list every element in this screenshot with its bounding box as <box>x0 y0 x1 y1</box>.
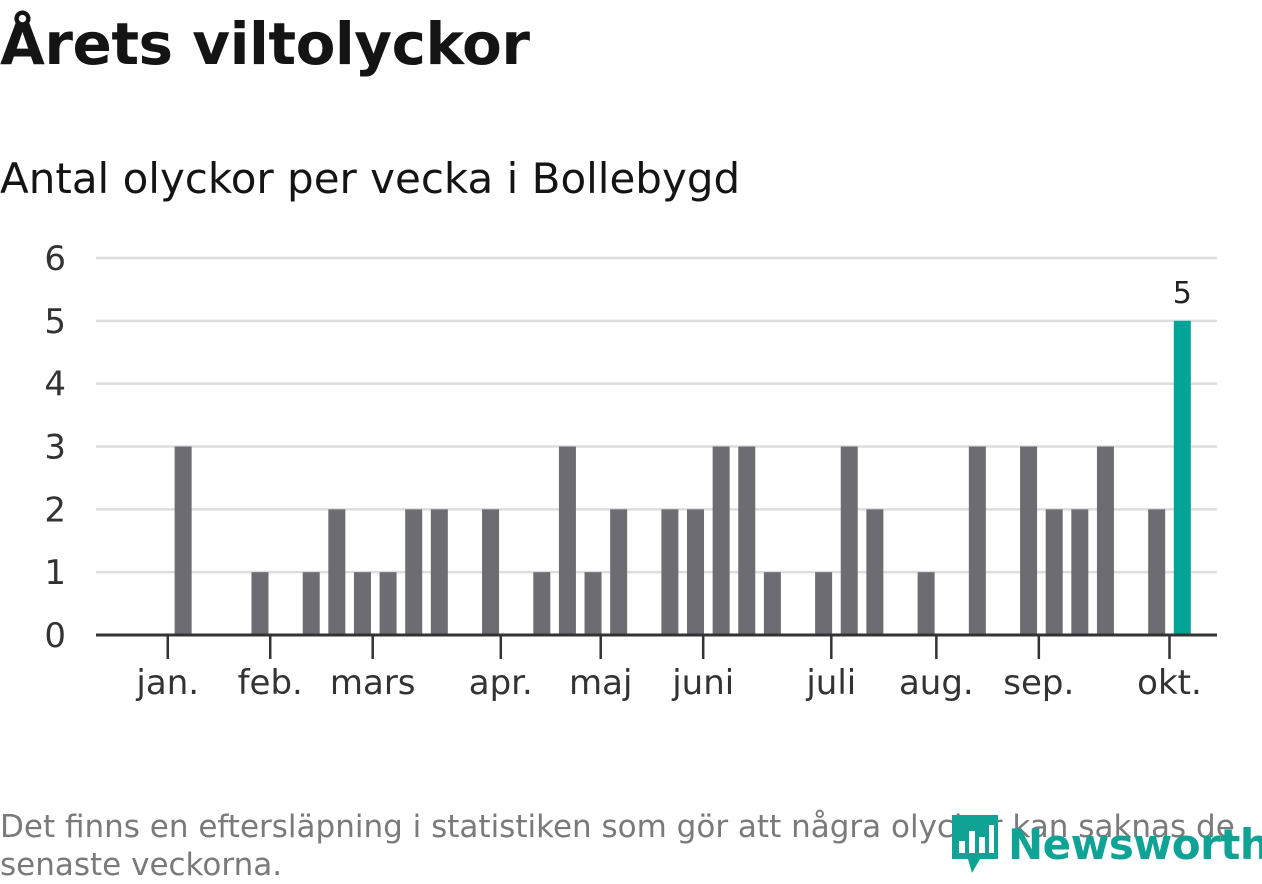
bar <box>1020 446 1038 635</box>
bar <box>533 572 551 635</box>
bar <box>558 446 576 635</box>
x-tick-label: apr. <box>469 663 533 703</box>
highlight-value-label: 5 <box>1173 276 1192 311</box>
y-tick-label: 5 <box>44 302 66 342</box>
bar <box>1148 509 1166 635</box>
bar-highlight <box>1173 320 1191 635</box>
bar-chart: 0 1 2 3 4 5 6 jan. feb. mars apr. maj juni juli aug. s… <box>44 239 1217 703</box>
bar <box>430 509 448 635</box>
brand-logo: Newsworthy <box>950 812 1262 876</box>
bar <box>1096 446 1114 635</box>
chart-title: Årets viltolyckor <box>0 10 530 78</box>
y-tick-label: 1 <box>44 553 66 593</box>
brand-name: Newsworthy <box>1008 819 1262 869</box>
bar <box>405 509 423 635</box>
y-tick-label: 6 <box>44 239 66 279</box>
bar <box>815 572 833 635</box>
bar <box>610 509 628 635</box>
bar <box>353 572 371 635</box>
data-labels: 5 <box>1173 276 1192 311</box>
bar <box>763 572 781 635</box>
y-tick-label: 3 <box>44 428 66 468</box>
bar <box>661 509 679 635</box>
footnote: Det finns en eftersläpning i statistiken… <box>0 809 1235 883</box>
x-tick-label: juli <box>805 663 856 703</box>
chart-subtitle: Antal olyckor per vecka i Bollebygd <box>0 154 741 203</box>
bar <box>482 509 500 635</box>
bars <box>174 320 1191 635</box>
bar <box>968 446 986 635</box>
y-tick-label: 0 <box>44 616 66 656</box>
x-tick-label: sep. <box>1003 663 1074 703</box>
bar-chart-logo-icon <box>952 815 998 873</box>
bar <box>917 572 935 635</box>
bar <box>687 509 705 635</box>
y-tick-label: 2 <box>44 490 66 530</box>
bar <box>251 572 269 635</box>
bar <box>1045 509 1063 635</box>
bar <box>1071 509 1089 635</box>
x-tick-label: jan. <box>135 663 199 703</box>
y-axis-ticks: 0 1 2 3 4 5 6 <box>44 239 66 656</box>
bar <box>328 509 346 635</box>
y-tick-label: 4 <box>44 365 66 405</box>
x-tick-label: maj <box>569 663 632 703</box>
bar <box>584 572 602 635</box>
bar <box>866 509 884 635</box>
bar <box>302 572 320 635</box>
bar <box>712 446 730 635</box>
x-tick-label: juni <box>671 663 734 703</box>
bar <box>174 446 192 635</box>
x-tick-label: aug. <box>899 663 974 703</box>
x-axis-ticks: jan. feb. mars apr. maj juni juli aug. sep. okt. <box>135 635 1202 703</box>
bar <box>738 446 756 635</box>
x-tick-label: feb. <box>238 663 303 703</box>
x-tick-label: okt. <box>1137 663 1202 703</box>
bar <box>840 446 858 635</box>
bar <box>379 572 397 635</box>
x-tick-label: mars <box>330 663 416 703</box>
